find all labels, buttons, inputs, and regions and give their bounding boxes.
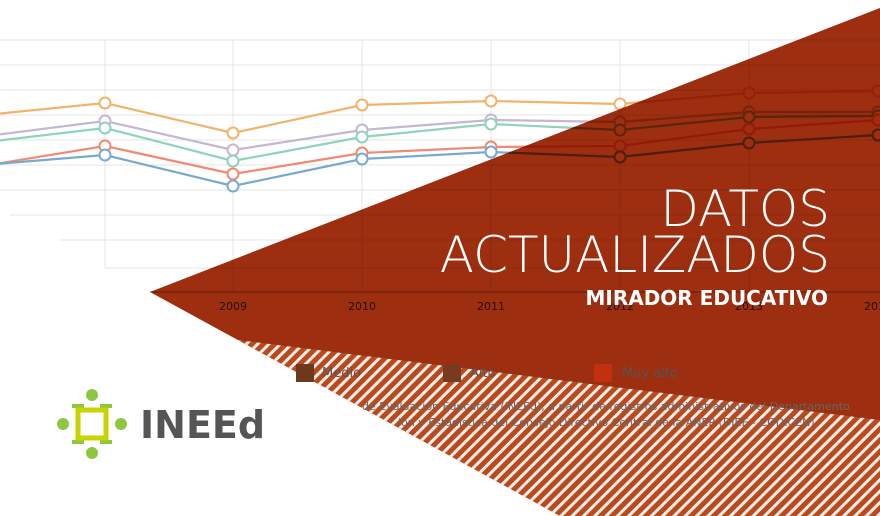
bg-point — [226, 126, 240, 140]
bg-point — [98, 96, 112, 110]
bg-point — [484, 145, 498, 159]
triangle-overlay — [150, 8, 880, 420]
legend-swatch — [443, 364, 461, 382]
legend-label: Muy alto — [622, 366, 678, 381]
logo-text: INEEd — [140, 403, 265, 447]
legend-swatch — [296, 364, 314, 382]
source-text: de Evaluación Educativa (INEEd), a parti… — [362, 400, 850, 413]
legend-label: Medio — [322, 366, 361, 381]
bg-point — [226, 167, 240, 181]
bg-point — [98, 148, 112, 162]
bg-point — [355, 98, 369, 112]
bg-point — [98, 121, 112, 135]
bg-point — [484, 117, 498, 131]
subtitle: MIRADOR EDUCATIVO — [585, 286, 828, 310]
bg-point — [355, 152, 369, 166]
bg-point — [355, 130, 369, 144]
bg-point — [226, 143, 240, 157]
bg-point — [226, 154, 240, 168]
title-line: ACTUALIZADOS — [440, 226, 830, 284]
bg-point — [484, 94, 498, 108]
bg-point — [226, 179, 240, 193]
logo-icon — [57, 389, 127, 459]
source-text: ión y Estadística del Consejo Directivo … — [398, 416, 815, 429]
legend-label: Alto — [470, 366, 496, 381]
legend-swatch — [594, 364, 612, 382]
hatch — [238, 340, 880, 516]
title-line: DATOS — [660, 180, 830, 238]
